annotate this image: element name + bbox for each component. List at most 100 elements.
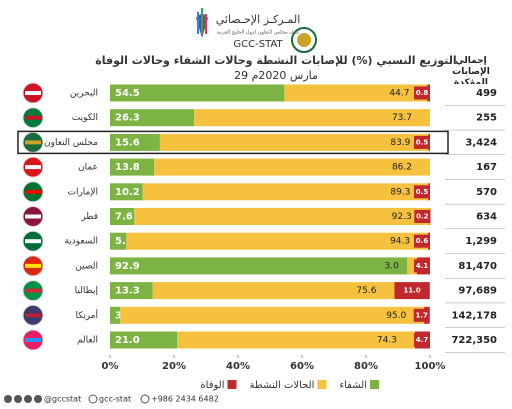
category-label: قطر — [80, 212, 98, 222]
legend-swatch — [227, 380, 237, 389]
bar-segment — [154, 158, 430, 176]
bar-segment — [110, 158, 155, 176]
death-label-box — [414, 86, 430, 100]
value-label: 95.0 — [386, 311, 406, 321]
chart-subtitle: 29 مارس 2020م — [234, 69, 318, 82]
value-label: 73.7 — [392, 113, 412, 123]
category-label: عمان — [78, 163, 98, 173]
flag-stripe — [25, 288, 41, 293]
bar-segment — [110, 306, 121, 324]
flag-stripe — [25, 115, 41, 120]
chart-title: التوزيع النسبي (%) للإصابات النشطة وحالا… — [95, 54, 456, 67]
bar-segment — [110, 84, 285, 102]
value-label: 92.3 — [392, 212, 412, 222]
category-label: العالم — [77, 336, 98, 346]
value-label: 0.5 — [416, 138, 429, 146]
bar-segment — [110, 282, 153, 300]
legend-swatch — [317, 380, 327, 389]
bar-segment — [110, 232, 127, 250]
footer-icons — [4, 394, 150, 404]
org-code: GCC-STAT — [233, 39, 283, 50]
legend-label: الوفاة — [200, 380, 224, 391]
death-label-box — [414, 210, 431, 223]
value-label: 86.2 — [392, 163, 412, 173]
flag-stripe — [25, 140, 41, 145]
bar-segment — [110, 133, 160, 151]
total-value: 167 — [476, 162, 497, 173]
total-value: 81,470 — [458, 261, 497, 272]
value-label: 0.2 — [416, 213, 429, 221]
total-value: 142,178 — [451, 310, 497, 321]
totals-header-box: إجمالي الإصابات المؤكدة — [452, 56, 490, 84]
footer-twitter: @gccstat — [44, 395, 81, 404]
death-label-box — [394, 284, 430, 298]
value-label: 15.6 — [115, 137, 140, 148]
category-label: البحرين — [70, 89, 98, 99]
value-label: 74.3 — [377, 336, 397, 346]
value-label: 3.0 — [385, 261, 400, 271]
total-value: 634 — [476, 212, 497, 223]
value-label: 4.1 — [416, 262, 429, 270]
total-value: 1,299 — [465, 236, 497, 247]
flag-stripe — [25, 263, 41, 268]
bar-segment — [110, 331, 178, 349]
totals-header: إجمالي الإصابات المؤكدة — [452, 56, 490, 84]
value-label: 83.9 — [390, 138, 410, 148]
value-label: 10.2 — [115, 187, 140, 198]
flag-stripe — [25, 165, 41, 170]
bar-segment — [110, 208, 135, 225]
flag-stripe — [25, 313, 41, 318]
x-tick-label: 60% — [290, 361, 314, 372]
value-label: 4.7 — [416, 336, 429, 344]
legend-swatch — [370, 380, 379, 389]
total-value: 3,424 — [465, 137, 497, 148]
value-label: 7.6 — [115, 212, 133, 223]
category-label: أمريكا — [75, 309, 98, 321]
bar-segment — [134, 208, 430, 225]
value-label: 13.3 — [115, 286, 140, 297]
value-label: 0.6 — [416, 237, 429, 245]
category-label: الصين — [75, 261, 98, 271]
bar-segment — [177, 331, 415, 349]
death-label-box — [414, 135, 430, 149]
bar-segment — [110, 257, 408, 275]
value-label: 1.7 — [415, 311, 428, 319]
value-label: 11.0 — [403, 287, 420, 295]
category-label: إيطاليا — [75, 286, 98, 296]
flag-stripe — [25, 214, 41, 219]
footer-web: gcc-stat — [99, 395, 131, 404]
value-label: 0.5 — [416, 188, 429, 196]
flag-stripe — [25, 91, 41, 95]
category-label: السعودية — [64, 237, 98, 247]
bar-segment — [126, 232, 429, 250]
logo — [196, 8, 317, 53]
category-label: الكويت — [72, 113, 98, 123]
bar-segment — [284, 84, 428, 102]
footer-phone: +986 2434 6482 — [151, 395, 219, 404]
value-label: 89.3 — [390, 187, 410, 197]
total-value: 97,689 — [458, 286, 497, 297]
death-label-box — [414, 185, 430, 199]
flag-stripe — [25, 189, 41, 194]
value-label: 44.7 — [389, 89, 409, 99]
plot: البحرين 499 54.5 44.7 0.8 الكويت 255 26.3 73.7 مج… — [17, 82, 505, 391]
x-tick-label: 0% — [102, 361, 119, 372]
death-label-box — [414, 333, 430, 347]
org-name: المـركـز الإحـصائي — [216, 13, 301, 26]
x-tick-label: 20% — [162, 361, 186, 372]
total-value: 570 — [476, 187, 497, 198]
value-label: 54.5 — [115, 88, 140, 99]
value-label: 21.0 — [115, 335, 140, 346]
x-tick-label: 80% — [354, 361, 378, 372]
bar-segment — [120, 306, 425, 324]
org-sub: لدول مجلس التعاون لدول الخليج العربية — [217, 30, 300, 36]
bar-segment — [152, 282, 395, 300]
value-label: 26.3 — [115, 113, 140, 124]
value-label: 94.3 — [390, 237, 410, 247]
death-label-box — [414, 234, 430, 248]
value-label: 75.6 — [356, 286, 376, 296]
death-label-box — [414, 259, 430, 273]
bar-segment — [110, 183, 143, 201]
total-value: 722,350 — [451, 335, 497, 346]
